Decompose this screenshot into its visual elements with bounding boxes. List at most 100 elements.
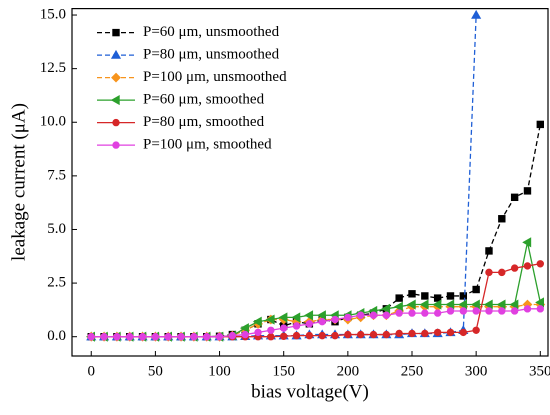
- marker: [523, 187, 532, 195]
- marker: [241, 330, 249, 339]
- marker: [536, 260, 545, 268]
- marker: [126, 333, 134, 341]
- x-tick-label: 150: [272, 363, 295, 379]
- marker: [203, 333, 211, 341]
- marker: [395, 294, 403, 302]
- x-tick-label: 300: [465, 363, 488, 379]
- x-tick-label: 0: [87, 363, 95, 379]
- marker: [305, 331, 314, 340]
- marker: [177, 333, 185, 341]
- marker: [446, 292, 455, 300]
- legend-label: P=100 μm, smoothed: [143, 137, 272, 153]
- marker: [408, 309, 416, 317]
- marker: [509, 299, 519, 310]
- marker: [279, 324, 288, 332]
- marker: [292, 331, 301, 340]
- marker: [496, 299, 506, 310]
- marker: [419, 299, 429, 310]
- marker: [523, 305, 532, 313]
- y-tick-label: 7.5: [47, 167, 66, 183]
- marker: [344, 330, 352, 339]
- marker: [433, 294, 442, 302]
- marker: [267, 326, 275, 334]
- marker: [408, 329, 416, 338]
- marker: [446, 328, 455, 337]
- marker: [483, 299, 493, 310]
- legend-marker: [110, 95, 120, 106]
- marker: [421, 329, 429, 338]
- marker: [485, 307, 493, 315]
- marker: [472, 326, 480, 334]
- marker: [278, 312, 288, 323]
- marker: [279, 332, 288, 340]
- marker: [305, 320, 314, 328]
- marker: [472, 285, 480, 294]
- marker: [254, 328, 262, 337]
- marker: [228, 331, 237, 340]
- marker: [471, 9, 482, 19]
- marker: [536, 120, 545, 129]
- y-tick-label: 10.0: [40, 114, 66, 130]
- marker: [316, 310, 326, 321]
- marker: [318, 317, 326, 326]
- y-tick-label: 2.5: [47, 275, 66, 291]
- marker: [485, 268, 493, 277]
- legend-label: P=60 μm, smoothed: [143, 92, 265, 108]
- legend-marker: [111, 72, 121, 83]
- marker: [239, 323, 249, 334]
- plot-frame: [71, 8, 549, 357]
- marker: [215, 333, 224, 341]
- marker: [433, 309, 442, 317]
- x-tick-label: 50: [148, 363, 163, 379]
- marker: [523, 262, 532, 270]
- legend-label: P=60 μm, unsmoothed: [143, 24, 280, 40]
- marker: [485, 247, 493, 255]
- marker: [356, 330, 365, 339]
- marker: [331, 315, 339, 324]
- marker: [459, 292, 468, 300]
- marker: [446, 307, 455, 315]
- marker: [318, 331, 326, 340]
- marker: [138, 333, 147, 341]
- marker: [265, 314, 275, 325]
- marker: [369, 330, 378, 339]
- marker: [535, 297, 545, 308]
- y-tick-label: 12.5: [40, 60, 66, 76]
- marker: [291, 312, 301, 323]
- marker: [445, 299, 455, 310]
- legend-marker: [110, 49, 122, 59]
- marker: [498, 268, 506, 277]
- legend-box: [92, 18, 324, 160]
- marker: [113, 333, 121, 341]
- x-tick-label: 350: [529, 363, 550, 379]
- legend-marker: [112, 118, 120, 127]
- marker: [510, 264, 519, 272]
- marker: [267, 333, 275, 341]
- marker: [470, 299, 480, 310]
- marker: [344, 313, 352, 322]
- marker: [498, 215, 506, 223]
- marker: [369, 311, 378, 319]
- marker: [190, 333, 198, 341]
- marker: [510, 307, 519, 315]
- marker: [356, 311, 365, 319]
- marker: [292, 322, 301, 330]
- marker: [472, 307, 480, 315]
- marker: [382, 330, 391, 339]
- marker: [382, 311, 391, 319]
- marker: [421, 292, 429, 300]
- y-tick-label: 15.0: [40, 6, 66, 22]
- marker: [164, 333, 172, 341]
- marker: [381, 303, 391, 314]
- marker: [421, 309, 429, 317]
- marker: [100, 333, 108, 341]
- marker: [87, 333, 95, 341]
- marker: [304, 310, 314, 321]
- marker: [459, 328, 468, 337]
- marker: [395, 309, 403, 317]
- marker: [522, 237, 532, 248]
- marker: [331, 331, 339, 340]
- legend-label: P=80 μm, smoothed: [143, 114, 265, 130]
- marker: [151, 333, 160, 341]
